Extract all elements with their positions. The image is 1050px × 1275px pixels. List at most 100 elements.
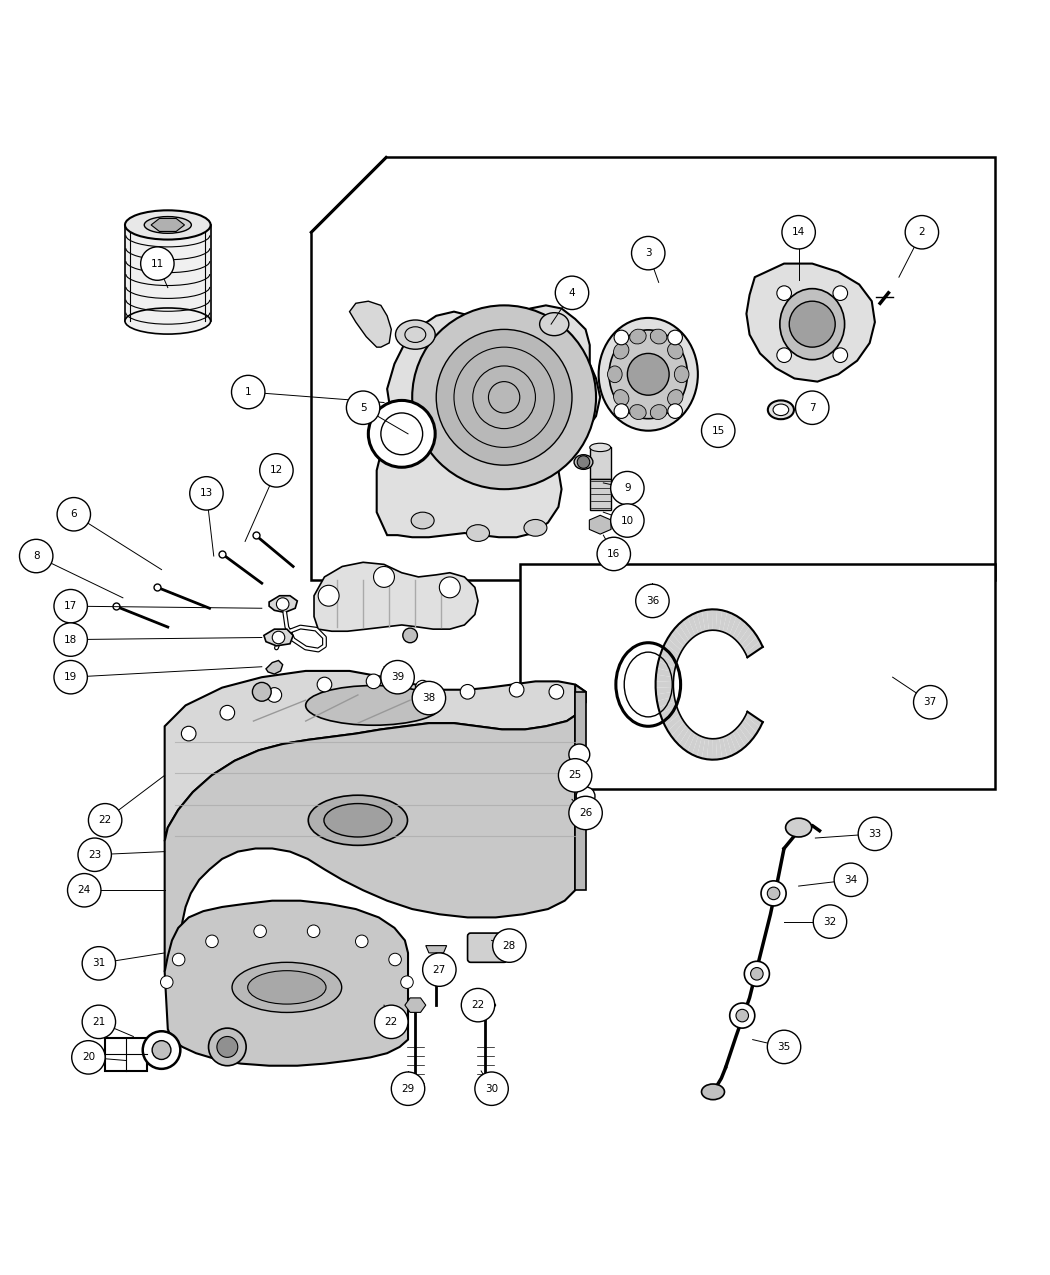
Circle shape [252,682,271,701]
Circle shape [220,705,234,720]
Polygon shape [712,738,717,760]
Text: 4: 4 [569,288,575,298]
Circle shape [761,881,786,907]
Ellipse shape [466,525,489,542]
Text: 18: 18 [64,635,78,645]
Polygon shape [722,612,732,634]
Polygon shape [733,729,746,750]
Ellipse shape [125,210,211,240]
Polygon shape [682,731,695,752]
Polygon shape [658,655,676,668]
Circle shape [388,954,401,965]
Text: 22: 22 [99,815,111,825]
Circle shape [416,681,429,695]
Circle shape [549,685,564,699]
Text: 10: 10 [621,515,634,525]
Polygon shape [165,685,586,972]
Circle shape [71,1040,105,1074]
Circle shape [375,1005,408,1039]
Polygon shape [733,620,746,640]
Polygon shape [682,617,695,639]
Circle shape [182,727,196,741]
Text: 22: 22 [384,1017,398,1026]
Text: 32: 32 [823,917,837,927]
Polygon shape [730,616,741,638]
Circle shape [461,988,495,1021]
Circle shape [833,286,847,301]
Text: 13: 13 [200,488,213,499]
Circle shape [141,247,174,280]
Circle shape [668,330,682,344]
Circle shape [403,629,418,643]
Polygon shape [663,644,679,659]
Polygon shape [701,738,709,760]
Text: 21: 21 [92,1017,105,1026]
Polygon shape [719,737,728,759]
Circle shape [492,929,526,963]
Circle shape [231,375,265,409]
Ellipse shape [524,519,547,537]
Text: 30: 30 [485,1084,498,1094]
Ellipse shape [668,390,682,405]
Polygon shape [735,622,750,643]
Polygon shape [350,301,392,347]
Polygon shape [668,718,685,736]
Polygon shape [657,696,675,708]
Ellipse shape [773,404,789,416]
Text: 36: 36 [646,595,659,606]
Ellipse shape [630,404,646,419]
Polygon shape [701,609,709,631]
Text: 22: 22 [471,1000,485,1010]
Polygon shape [426,946,446,952]
Polygon shape [269,595,297,612]
Polygon shape [707,738,712,760]
Polygon shape [657,662,675,672]
Polygon shape [738,626,754,646]
Polygon shape [675,725,690,745]
Circle shape [790,301,835,347]
Circle shape [559,759,592,792]
Circle shape [217,1037,237,1057]
Circle shape [369,400,435,467]
Polygon shape [727,734,737,756]
Circle shape [614,404,629,418]
Circle shape [611,504,644,537]
Polygon shape [697,611,706,632]
Circle shape [254,924,267,937]
Text: 26: 26 [579,808,592,819]
Polygon shape [712,609,717,630]
Circle shape [82,1005,116,1039]
Ellipse shape [609,330,688,418]
Circle shape [20,539,52,572]
Polygon shape [671,629,687,648]
Ellipse shape [125,309,211,334]
Polygon shape [743,636,760,653]
Bar [105,1038,147,1071]
Circle shape [627,353,669,395]
Bar [520,565,995,789]
Polygon shape [730,732,741,754]
Ellipse shape [324,803,392,836]
Polygon shape [743,715,760,733]
Polygon shape [688,733,698,755]
Ellipse shape [613,390,629,405]
Text: 25: 25 [568,770,582,780]
Ellipse shape [232,963,341,1012]
Bar [590,478,611,510]
Circle shape [57,497,90,530]
Ellipse shape [650,329,667,344]
Polygon shape [165,900,408,1066]
Text: 27: 27 [433,965,446,974]
Text: 31: 31 [92,959,105,969]
Ellipse shape [668,343,682,360]
Circle shape [267,687,281,703]
Polygon shape [663,710,679,725]
Circle shape [439,576,460,598]
Circle shape [209,1028,246,1066]
Circle shape [814,905,846,938]
Polygon shape [658,701,676,714]
Polygon shape [697,737,706,759]
Polygon shape [575,692,586,890]
Polygon shape [668,632,685,652]
Circle shape [834,863,867,896]
